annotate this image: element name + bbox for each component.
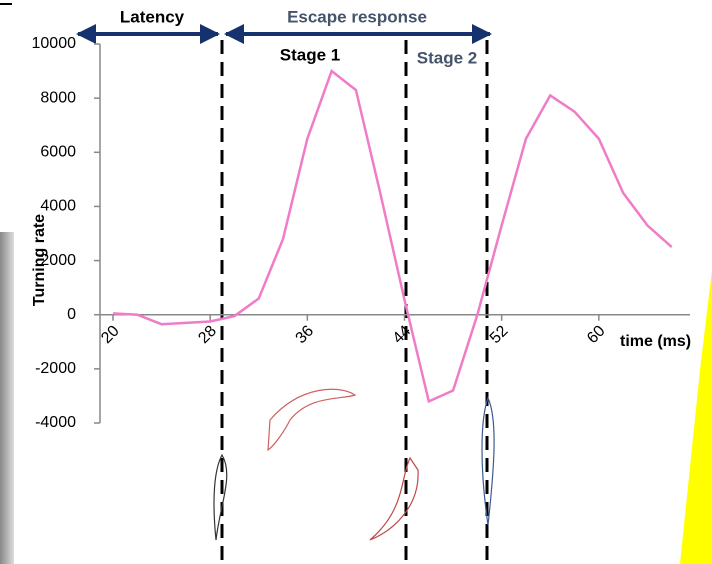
x-tick-label: 28 <box>195 322 220 347</box>
data-line <box>112 69 673 404</box>
fish <box>369 456 419 541</box>
x-axis-label: time (ms) <box>620 333 691 350</box>
yellow-stripe <box>680 270 712 564</box>
y-tick-label: 4000 <box>40 198 76 215</box>
y-tick-label: -4000 <box>35 414 76 431</box>
y-tick-label: 0 <box>67 306 76 323</box>
annotation: Stage 1 <box>280 45 340 64</box>
annotation: Latency <box>120 7 185 26</box>
background-image <box>0 232 14 564</box>
fish <box>267 388 357 452</box>
annotation: Escape response <box>287 7 427 26</box>
x-tick-label: 36 <box>293 322 318 347</box>
fish <box>481 396 495 526</box>
x-tick-label: 20 <box>98 322 123 347</box>
y-tick-label: 2000 <box>40 252 76 269</box>
y-axis-label: Turning rate <box>31 214 48 306</box>
annotation: Stage 2 <box>417 48 477 67</box>
x-tick-label: 60 <box>584 322 609 347</box>
y-tick-label: 8000 <box>40 89 76 106</box>
x-tick-label: 52 <box>487 322 512 347</box>
y-tick-label: 6000 <box>40 144 76 161</box>
y-tick-label: -2000 <box>35 360 76 377</box>
fish-drawings <box>213 388 495 541</box>
stage-dividers <box>220 40 489 560</box>
y-tick-label: 10000 <box>32 35 77 52</box>
fish <box>213 453 228 541</box>
